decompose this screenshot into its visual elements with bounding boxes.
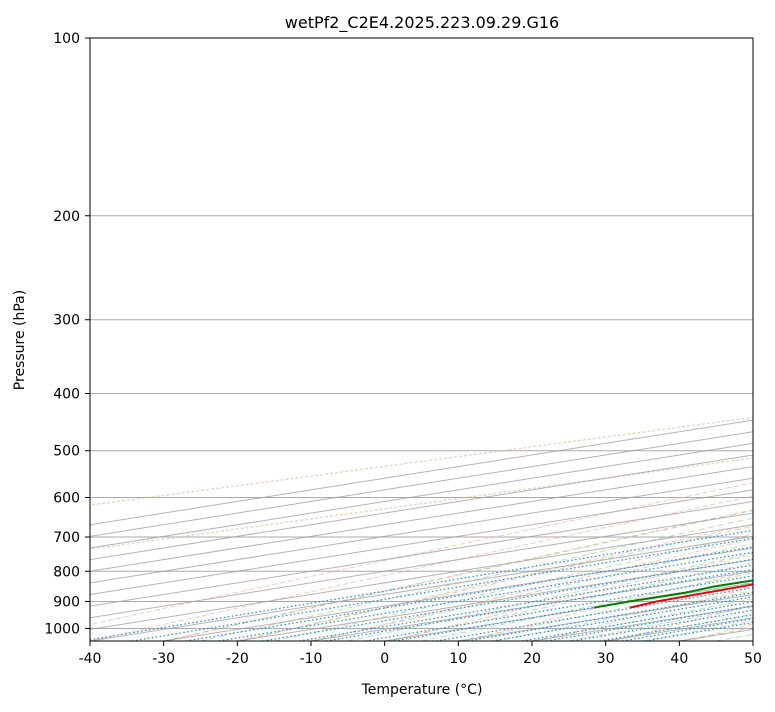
dry-adiabat: [763, 38, 775, 641]
x-tick-label: 50: [744, 651, 762, 667]
x-tick-label: -30: [152, 651, 175, 667]
y-tick-label: 400: [53, 387, 80, 403]
x-tick-label: 0: [380, 651, 389, 667]
x-tick-label: 40: [670, 651, 688, 667]
plot-background: [90, 38, 753, 641]
y-tick-label: 500: [53, 444, 80, 460]
x-tick-label: 30: [597, 651, 615, 667]
y-tick-label: 800: [53, 564, 80, 580]
y-tick-label: 700: [53, 530, 80, 546]
isotherm-line: [753, 38, 775, 641]
x-tick-label: 20: [523, 651, 541, 667]
y-axis-label: Pressure (hPa): [12, 290, 28, 390]
y-tick-label: 100: [53, 31, 80, 47]
chart-title: wetPf2_C2E4.2025.223.09.29.G16: [285, 13, 559, 33]
y-tick-label: 1000: [44, 621, 80, 637]
y-tick-label: 600: [53, 490, 80, 506]
x-tick-label: 10: [449, 651, 467, 667]
y-tick-label: 900: [53, 594, 80, 610]
x-axis-label: Temperature (°C): [361, 682, 483, 698]
x-tick-label: -20: [226, 651, 249, 667]
y-tick-label: 300: [53, 313, 80, 329]
x-tick-label: -10: [300, 651, 323, 667]
y-tick-label: 200: [53, 209, 80, 225]
x-tick-label: -40: [79, 651, 102, 667]
